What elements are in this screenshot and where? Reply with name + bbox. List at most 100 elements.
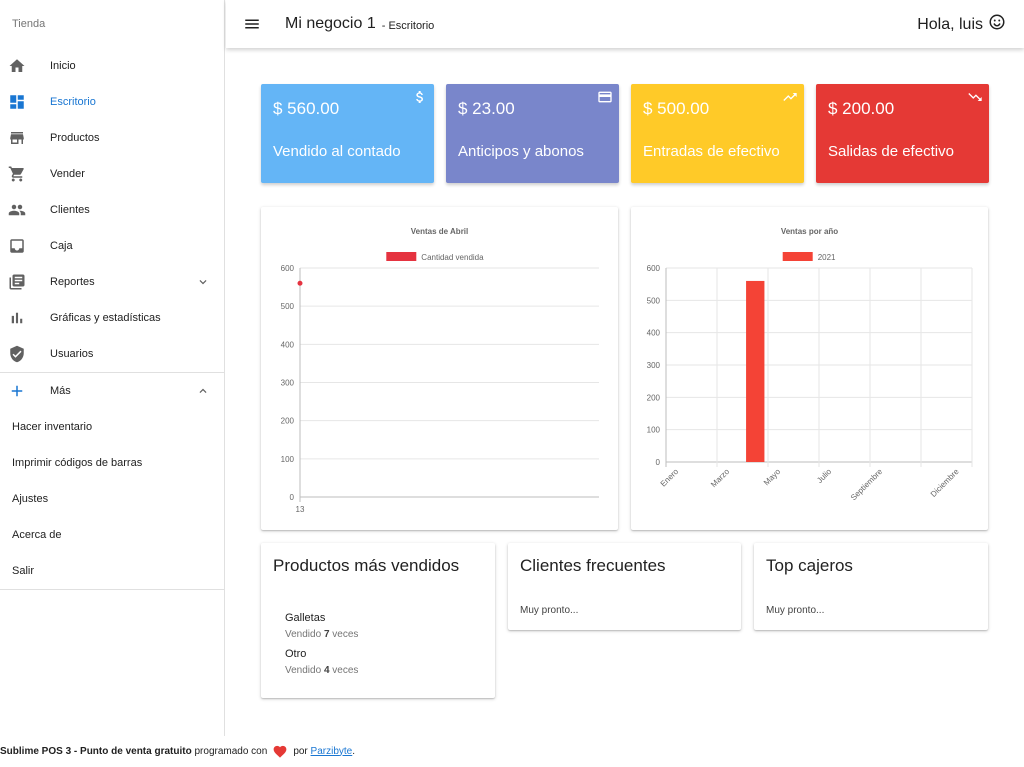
footer: Sublime POS 3 - Punto de venta gratuito …	[0, 744, 355, 758]
chart-card-monthly: Ventas de Abril Cantidad vendida 0 100 200 30…	[261, 207, 618, 530]
chart-card-yearly: Ventas por año 2021 0 100 200 300 400 500 600 Ene…	[631, 207, 988, 530]
monthly-sales-chart: Ventas de Abril Cantidad vendida 0 100 200 30…	[281, 227, 599, 514]
bar	[746, 280, 765, 462]
footer-link[interactable]: Parzibyte	[310, 745, 353, 757]
sidebar-subitem-acerca[interactable]: Acerca de	[12, 529, 62, 541]
chevron-up-icon[interactable]	[196, 384, 210, 398]
user-greeting[interactable]: Hola, luis	[917, 13, 1006, 36]
data-point	[297, 280, 303, 286]
sidebar-item-label: Usuarios	[50, 348, 94, 360]
y-tick-label: 400	[647, 329, 661, 338]
x-tick-label: Enero	[659, 467, 681, 489]
dollar-icon	[412, 89, 428, 105]
frequent-clients-card: Clientes frecuentes Muy pronto...	[508, 543, 741, 630]
stat-amount: $ 500.00	[643, 99, 710, 118]
store-icon	[0, 129, 50, 147]
home-icon	[0, 57, 50, 75]
y-tick-label: 300	[281, 379, 295, 388]
sidebar-item-reportes[interactable]: Reportes	[0, 264, 224, 300]
card-title: Clientes frecuentes	[520, 556, 666, 575]
card-text: Muy pronto...	[766, 605, 825, 616]
cart-icon	[0, 165, 50, 183]
sidebar-item-label: Vender	[50, 168, 85, 180]
sidebar-subitem-salir[interactable]: Salir	[12, 565, 35, 577]
y-tick-label: 400	[281, 340, 295, 349]
stat-label: Salidas de efectivo	[828, 143, 954, 160]
list-item: Galletas Vendido 7 veces	[285, 612, 358, 640]
plus-icon	[0, 382, 50, 400]
sidebar-item-label: Inicio	[50, 60, 76, 72]
footer-end: .	[352, 745, 356, 757]
stat-card-salidas: $ 200.00 Salidas de efectivo	[816, 84, 989, 183]
product-count: Vendido 4 veces	[285, 665, 359, 676]
heart-icon	[273, 745, 287, 758]
sidebar-item-label: Gráficas y estadísticas	[50, 312, 161, 324]
people-icon	[0, 201, 50, 219]
y-tick-label: 600	[281, 264, 295, 273]
sidebar-item-mas[interactable]: Más	[0, 373, 224, 409]
footer-brand: Sublime POS 3 - Punto de venta gratuito	[0, 745, 192, 757]
sidebar-item-label: Reportes	[50, 276, 95, 288]
x-tick-label: 13	[296, 505, 305, 514]
sidebar-item-usuarios[interactable]: Usuarios	[0, 336, 224, 372]
top-products-card: Productos más vendidos Galletas Vendido …	[261, 543, 495, 698]
page-title: Mi negocio 1	[285, 15, 376, 32]
sidebar-item-label: Escritorio	[50, 96, 96, 108]
product-name: Otro	[285, 648, 307, 660]
product-name: Galletas	[285, 612, 326, 624]
sidebar-subitem-codigos[interactable]: Imprimir códigos de barras	[12, 457, 143, 469]
chart-title: Ventas por año	[781, 227, 838, 236]
menu-icon[interactable]	[226, 15, 278, 33]
sidebar-item-productos[interactable]: Productos	[0, 120, 224, 156]
trending-up-icon	[782, 89, 798, 105]
sidebar-item-label: Productos	[50, 132, 100, 144]
top-cashiers-card: Top cajeros Muy pronto...	[754, 543, 988, 630]
sidebar-header: Tienda	[12, 18, 46, 30]
sidebar: Tienda Inicio Escritorio Productos Vende…	[0, 0, 225, 736]
y-tick-label: 500	[281, 302, 295, 311]
sidebar-item-label: Clientes	[50, 204, 90, 216]
list-item: Otro Vendido 4 veces	[285, 648, 358, 676]
chart-title: Ventas de Abril	[411, 227, 469, 236]
dashboard-icon	[0, 93, 50, 111]
x-tick-label: Septiembre	[849, 467, 885, 503]
y-tick-label: 300	[647, 361, 661, 370]
stat-label: Entradas de efectivo	[643, 143, 780, 160]
top-app-bar: Mi negocio 1 - Escritorio Hola, luis	[226, 0, 1024, 48]
stat-label: Anticipos y abonos	[458, 143, 584, 160]
trending-down-icon	[967, 89, 983, 105]
page-subtitle: - Escritorio	[381, 19, 435, 32]
stat-card-entradas: $ 500.00 Entradas de efectivo	[631, 84, 804, 183]
y-tick-label: 0	[656, 458, 661, 467]
card-text: Muy pronto...	[520, 605, 579, 616]
x-tick-label: Julio	[815, 467, 833, 485]
sidebar-divider	[0, 589, 224, 590]
sidebar-item-label: Más	[50, 385, 71, 397]
sidebar-divider	[0, 372, 224, 373]
sidebar-item-clientes[interactable]: Clientes	[0, 192, 224, 228]
sidebar-item-vender[interactable]: Vender	[0, 156, 224, 192]
stat-amount: $ 200.00	[828, 99, 895, 118]
y-tick-label: 0	[290, 493, 295, 502]
y-tick-label: 100	[647, 426, 661, 435]
sidebar-subitem-ajustes[interactable]: Ajustes	[12, 493, 49, 505]
sidebar-item-inicio[interactable]: Inicio	[0, 48, 224, 84]
sidebar-item-caja[interactable]: Caja	[0, 228, 224, 264]
x-tick-label: Marzo	[709, 467, 731, 489]
bar-chart-icon	[0, 309, 50, 327]
sidebar-item-escritorio[interactable]: Escritorio	[0, 84, 224, 120]
chevron-down-icon[interactable]	[196, 275, 210, 289]
y-tick-label: 500	[647, 296, 661, 305]
sidebar-item-graficas[interactable]: Gráficas y estadísticas	[0, 300, 224, 336]
stat-card-anticipos: $ 23.00 Anticipos y abonos	[446, 84, 619, 183]
x-tick-label: Diciembre	[929, 467, 961, 499]
yearly-sales-chart: Ventas por año 2021 0 100 200 300 400 500 600 Ene…	[647, 227, 973, 503]
product-count: Vendido 7 veces	[285, 629, 359, 640]
stat-amount: $ 560.00	[273, 99, 340, 118]
footer-middle: programado con	[194, 745, 268, 757]
inbox-icon	[0, 237, 50, 255]
y-tick-label: 200	[281, 417, 295, 426]
sidebar-subitem-inventario[interactable]: Hacer inventario	[12, 421, 93, 433]
card-title: Top cajeros	[766, 556, 853, 575]
sidebar-item-label: Caja	[50, 240, 73, 252]
